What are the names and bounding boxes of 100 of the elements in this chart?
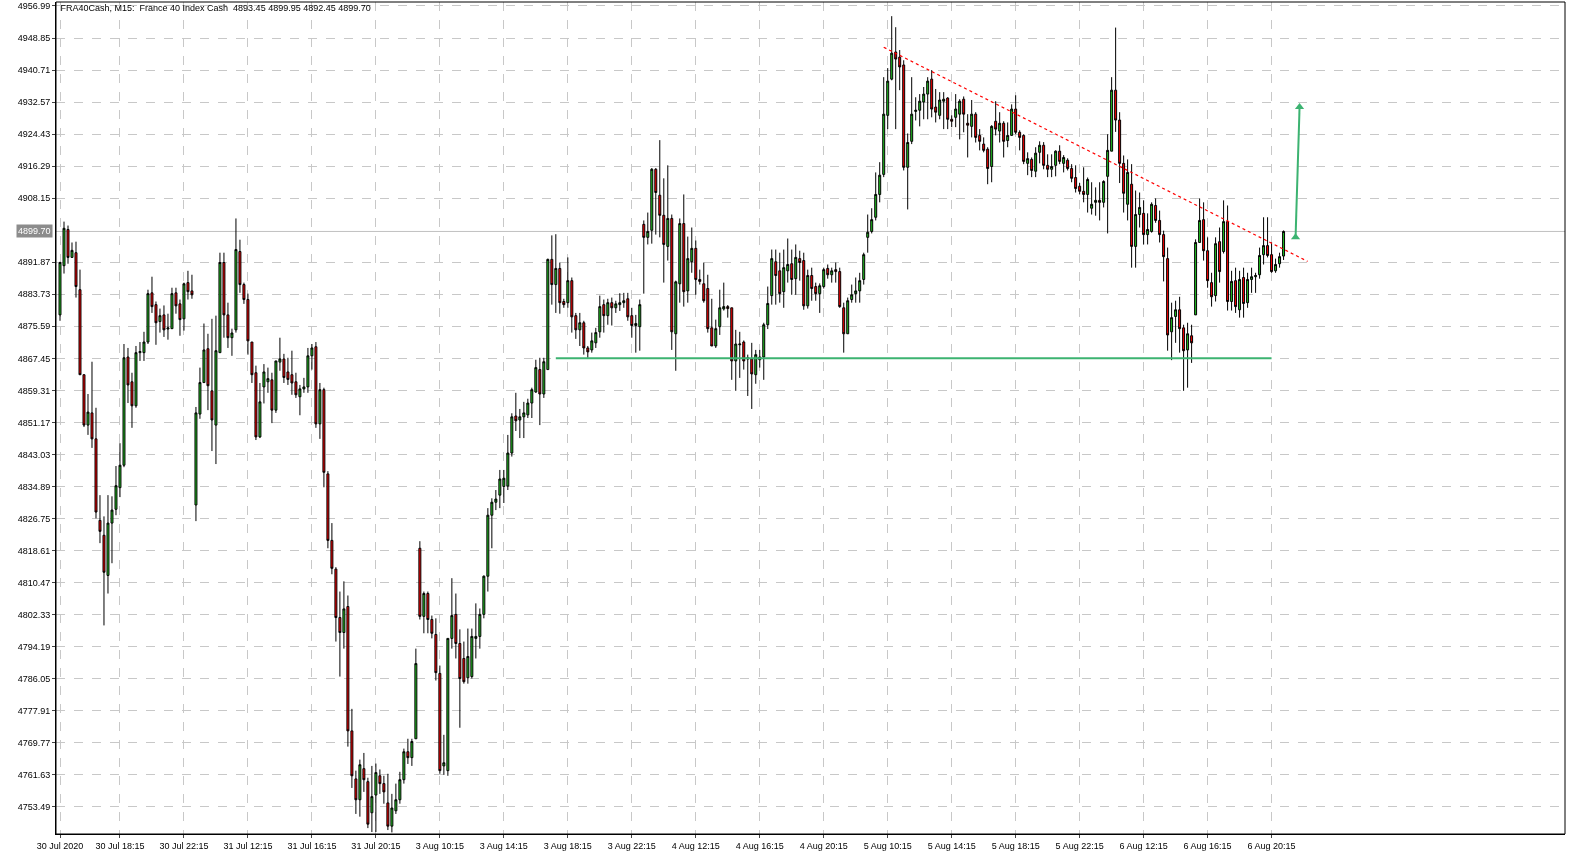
candlestick	[594, 327, 598, 349]
candlestick	[830, 267, 834, 284]
candlestick	[862, 252, 866, 286]
candlestick	[1262, 216, 1266, 266]
candlestick	[386, 773, 390, 831]
candlestick	[682, 193, 686, 308]
y-tick-label: 4851.17	[17, 417, 51, 428]
x-tick-label: 3 Aug 22:15	[607, 840, 656, 851]
x-tick-label: 3 Aug 18:15	[543, 840, 592, 851]
x-tick-label: 30 Jul 22:15	[159, 840, 209, 851]
candlestick	[290, 350, 294, 396]
x-tick-label: 5 Aug 18:15	[991, 840, 1040, 851]
y-tick-label: 4769.77	[17, 737, 51, 748]
candlestick	[650, 167, 654, 245]
y-tick-label: 4843.03	[17, 449, 51, 460]
candlestick	[866, 214, 870, 254]
y-tick-label: 4956.99	[17, 1, 51, 12]
candlestick	[410, 738, 414, 767]
candlestick	[522, 401, 526, 439]
y-tick-label: 4826.75	[17, 513, 51, 524]
candlestick	[946, 96, 950, 130]
candlestick	[306, 347, 310, 394]
x-tick-label: 4 Aug 16:15	[735, 840, 784, 851]
candlestick	[1186, 322, 1190, 389]
x-tick-label: 30 Jul 18:15	[95, 840, 145, 851]
x-tick-label: 31 Jul 16:15	[287, 840, 337, 851]
y-tick-label: 4859.31	[17, 385, 51, 396]
y-tick-label: 4761.63	[17, 770, 51, 780]
candlestick	[466, 628, 470, 685]
x-tick-label: 3 Aug 14:15	[479, 840, 528, 851]
x-tick-label: 5 Aug 10:15	[863, 840, 912, 851]
candlestick	[942, 91, 946, 130]
x-tick-label: 4 Aug 12:15	[671, 840, 720, 851]
candlestick	[190, 274, 194, 300]
candlestick	[426, 591, 430, 634]
candlestick	[638, 299, 642, 352]
candlestick	[778, 252, 782, 304]
candlestick	[610, 297, 614, 327]
candlestick	[1234, 267, 1238, 314]
candlestick	[930, 69, 934, 118]
y-tick-label: 4948.85	[17, 33, 51, 44]
y-tick-label: 4834.89	[17, 481, 51, 492]
candlestick	[910, 76, 914, 145]
candlestick	[1094, 186, 1098, 217]
candlestick	[538, 357, 542, 426]
y-tick-label: 4802.33	[17, 609, 51, 620]
y-tick-label: 4794.19	[17, 641, 51, 652]
y-tick-label: 4875.59	[17, 321, 51, 332]
y-tick-label: 4777.91	[17, 705, 51, 716]
candlestick	[602, 299, 606, 334]
y-tick-label: 4883.73	[17, 289, 51, 300]
y-tick-label: 4786.05	[17, 673, 51, 684]
candlestick	[774, 249, 778, 306]
x-tick-label: 6 Aug 20:15	[1247, 840, 1296, 851]
candlestick	[750, 342, 754, 410]
candlestick	[842, 302, 846, 354]
candlestick	[1258, 247, 1262, 280]
candlestick	[1254, 272, 1258, 294]
y-tick-label: 4891.87	[17, 257, 51, 268]
candlestick	[414, 648, 418, 740]
candlestick	[1054, 149, 1058, 177]
candlestick	[1242, 267, 1246, 319]
x-tick-label: 5 Aug 22:15	[1055, 840, 1104, 851]
x-tick-label: 3 Aug 10:15	[415, 840, 464, 851]
y-tick-label: 4924.43	[17, 129, 51, 140]
candlestick	[870, 207, 874, 234]
y-tick-label: 4867.45	[17, 353, 51, 364]
x-tick-label: 31 Jul 12:15	[223, 840, 273, 851]
candlestick	[1074, 164, 1078, 193]
candlestick	[1050, 153, 1054, 178]
ref-line-label: 4899.70	[18, 226, 51, 236]
candlestick	[770, 249, 774, 306]
candlestick	[1098, 181, 1102, 221]
candlestick	[854, 277, 858, 304]
y-tick-label: 4940.71	[17, 65, 51, 76]
candlestick	[958, 98, 962, 140]
candlestick	[162, 304, 166, 338]
candlestick	[802, 252, 806, 311]
y-tick-label: 4932.57	[17, 97, 51, 108]
candlestick	[498, 469, 502, 509]
candlestick	[1238, 270, 1242, 319]
candlestick	[838, 267, 842, 309]
x-tick-label: 30 Jul 2020	[36, 840, 84, 851]
candlestick	[858, 272, 862, 304]
y-tick-label: 4753.49	[17, 802, 51, 813]
candlestick	[554, 233, 558, 314]
y-tick-label: 4818.61	[17, 545, 51, 556]
candlestick	[794, 243, 798, 296]
candlestick	[618, 292, 622, 312]
y-tick-label: 4810.47	[17, 577, 51, 588]
candlestick	[598, 295, 602, 339]
y-tick-label: 4916.29	[17, 161, 51, 172]
y-tick-label: 4908.15	[17, 193, 51, 204]
candlestick	[850, 284, 854, 304]
candlestick	[1090, 181, 1094, 216]
candlestick	[590, 332, 594, 354]
x-tick-label: 6 Aug 16:15	[1183, 840, 1232, 851]
chart-title: FRA40Cash, M15: France 40 Index Cash 4893.45 4899.95 4892.45 4899.70	[60, 2, 371, 13]
x-tick-label: 4 Aug 20:15	[799, 840, 848, 851]
x-tick-label: 5 Aug 14:15	[927, 840, 976, 851]
